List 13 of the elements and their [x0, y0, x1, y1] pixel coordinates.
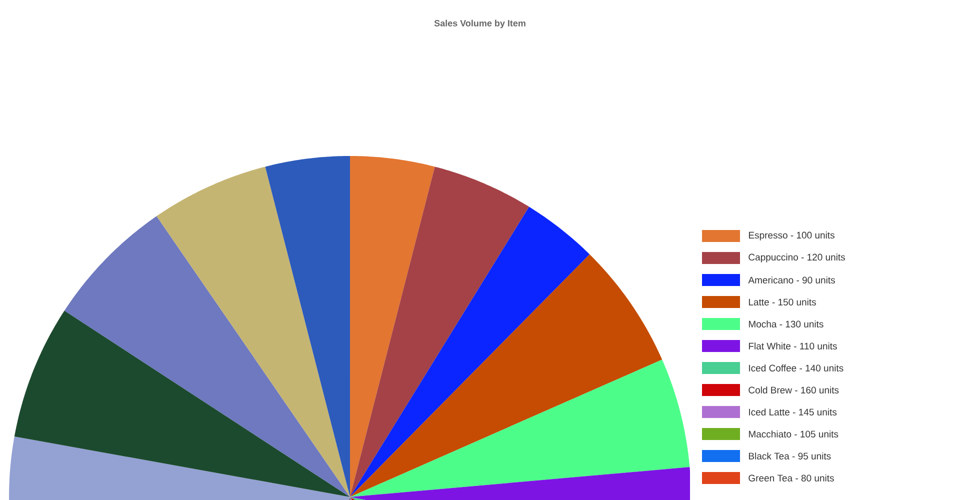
legend-label: Espresso - 100 units: [748, 232, 834, 240]
legend-label: Americano - 90 units: [748, 276, 835, 284]
chart-title: Sales Volume by Item: [434, 20, 526, 28]
legend-label: Cold Brew - 160 units: [748, 386, 839, 394]
legend-label: Black Tea - 95 units: [748, 452, 831, 460]
legend-label: Iced Coffee - 140 units: [749, 364, 844, 372]
legend-label: Cappuccino - 120 units: [748, 254, 846, 262]
legend-label: Macchiato - 105 units: [748, 430, 838, 438]
legend-label: Green Tea - 80 units: [748, 474, 834, 482]
legend-label: Flat White - 110 units: [748, 342, 837, 350]
legend-label: Mocha - 130 units: [748, 320, 824, 328]
legend-label: Latte - 150 units: [748, 298, 816, 306]
legend-label: Iced Latte - 145 units: [749, 408, 837, 416]
